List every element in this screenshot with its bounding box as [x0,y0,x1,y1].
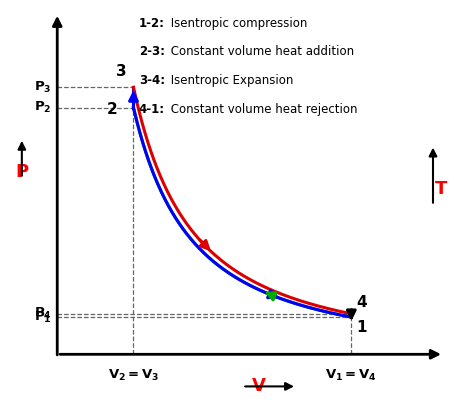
Text: $\mathbf{P_3}$: $\mathbf{P_3}$ [34,80,52,95]
Text: T: T [435,180,447,198]
Text: $\mathbf{P_1}$: $\mathbf{P_1}$ [34,310,52,325]
Text: Constant volume heat rejection: Constant volume heat rejection [167,103,358,116]
Text: $\mathbf{V_1 = V_4}$: $\mathbf{V_1 = V_4}$ [325,368,377,383]
Text: $\mathbf{V_2 = V_3}$: $\mathbf{V_2 = V_3}$ [108,368,159,383]
Text: Isentropic compression: Isentropic compression [167,16,307,30]
Text: 1: 1 [357,320,367,336]
Text: 3-4:: 3-4: [139,74,165,87]
Text: 2-3:: 2-3: [139,45,165,58]
Text: V: V [252,378,266,396]
Text: 4: 4 [357,296,367,310]
Text: $\mathbf{P_4}$: $\mathbf{P_4}$ [34,306,52,321]
Text: 3: 3 [116,64,127,79]
Text: 2: 2 [106,102,117,117]
Text: Constant volume heat addition: Constant volume heat addition [167,45,354,58]
Text: 1-2:: 1-2: [139,16,165,30]
Text: 4-1:: 4-1: [139,103,165,116]
Text: $\mathbf{P_2}$: $\mathbf{P_2}$ [34,100,52,115]
Text: P: P [15,163,28,181]
Text: Isentropic Expansion: Isentropic Expansion [167,74,294,87]
